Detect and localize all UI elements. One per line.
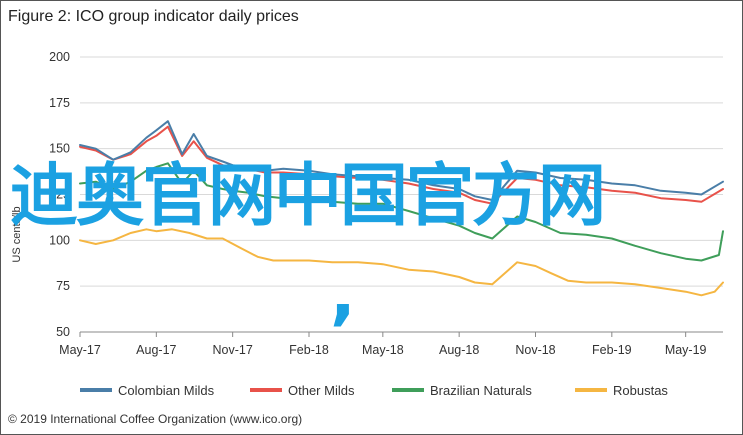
legend-label-colombian-milds: Colombian Milds: [118, 382, 215, 398]
legend: Colombian Milds Other Milds Brazilian Na…: [0, 380, 743, 400]
watermark-comma: ,: [330, 255, 356, 334]
legend-item-colombian-milds: Colombian Milds: [80, 380, 214, 400]
legend-label-brazilian-naturals: Brazilian Naturals: [430, 382, 532, 398]
copyright-text: © 2019 International Coffee Organization…: [8, 412, 303, 426]
x-tick-label-may-19: May-19: [665, 343, 707, 357]
x-tick-label-feb-19: Feb-19: [592, 343, 632, 357]
chart-area: 50 75 100 125 150 175 200 May-17 Aug-17 Nov-17 Feb…: [11, 50, 724, 357]
y-tick-label-50: 50: [56, 325, 70, 339]
series-line-colombian-milds: [79, 120, 724, 201]
x-tick-label-may-17: May-17: [59, 343, 101, 357]
legend-label-robustas: Robustas: [613, 382, 668, 398]
y-tick-label-125: 125: [49, 188, 70, 202]
y-tick-label-100: 100: [49, 233, 70, 247]
legend-item-brazilian-naturals: Brazilian Naturals: [392, 380, 532, 400]
legend-label-other-milds: Other Milds: [288, 382, 355, 398]
x-tick-label-aug-17: Aug-17: [136, 343, 176, 357]
chart-title: Figure 2: ICO group indicator daily pric…: [8, 8, 299, 25]
series-line-other-milds: [79, 125, 724, 205]
x-tick-label-nov-18: Nov-18: [515, 343, 555, 357]
x-tick-label-aug-18: Aug-18: [439, 343, 479, 357]
y-tick-label-150: 150: [49, 142, 70, 156]
watermark-text: 迪奥官网中国官方网: [10, 157, 606, 236]
grid-layer: [80, 56, 723, 287]
series-line-brazilian-naturals: [79, 162, 724, 262]
legend-swatch-brazilian-naturals: [392, 388, 424, 392]
y-tick-label-75: 75: [56, 279, 70, 293]
legend-item-robustas: Robustas: [575, 380, 668, 400]
x-tick-label-feb-18: Feb-18: [289, 343, 329, 357]
legend-swatch-colombian-milds: [80, 388, 112, 392]
axis-layer: 50 75 100 125 150 175 200 May-17 Aug-17 Nov-17 Feb…: [49, 50, 723, 357]
series-layer: [79, 120, 724, 297]
legend-item-other-milds: Other Milds: [250, 380, 354, 400]
y-tick-label-200: 200: [49, 50, 70, 64]
legend-swatch-robustas: [575, 388, 607, 392]
y-tick-label-175: 175: [49, 96, 70, 110]
x-tick-label-may-18: May-18: [362, 343, 404, 357]
series-line-robustas: [79, 228, 724, 297]
y-axis-label: US cents/lb: [11, 206, 23, 262]
legend-swatch-other-milds: [250, 388, 282, 392]
x-tick-label-nov-17: Nov-17: [213, 343, 253, 357]
